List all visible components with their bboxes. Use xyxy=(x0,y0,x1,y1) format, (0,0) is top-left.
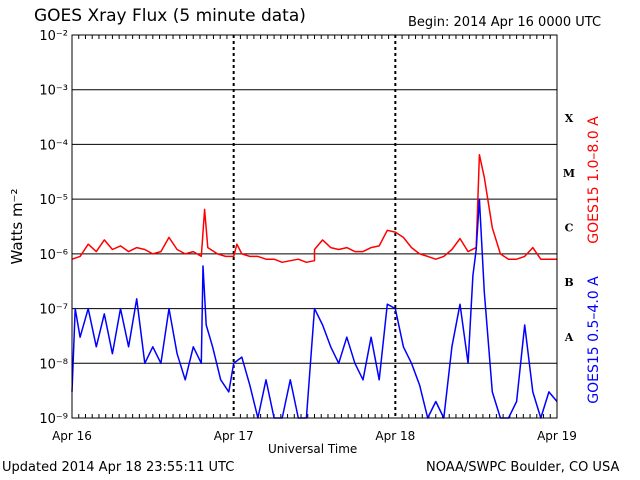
flare-class-label: C xyxy=(565,222,574,235)
y-tick-label: 10⁻⁶ xyxy=(39,248,68,263)
y-tick-label: 10⁻³ xyxy=(39,84,68,99)
y-tick-label: 10⁻⁵ xyxy=(39,193,68,208)
series-line-2 xyxy=(71,198,558,419)
y-tick-label: 10⁻⁸ xyxy=(39,357,68,372)
y-axis-title: Watts m⁻² xyxy=(8,189,26,265)
flare-class-label: A xyxy=(564,331,574,344)
y-tick-label: 10⁻² xyxy=(39,29,68,44)
x-tick-label: Apr 17 xyxy=(214,429,254,443)
legend-series-2: GOES15 0.5–4.0 A xyxy=(586,276,602,404)
flare-class-label: X xyxy=(565,112,574,125)
y-tick-label: 10⁻⁹ xyxy=(39,412,68,427)
x-tick-label: Apr 19 xyxy=(537,429,577,443)
y-tick-label: 10⁻⁴ xyxy=(39,138,68,153)
x-tick-label: Apr 18 xyxy=(375,429,415,443)
flare-class-label: B xyxy=(564,276,573,289)
x-tick-label: Apr 16 xyxy=(52,429,92,443)
series-line-1 xyxy=(71,153,557,264)
chart-title: GOES Xray Flux (5 minute data) xyxy=(34,6,306,26)
x-axis-title: Universal Time xyxy=(268,442,358,456)
y-tick-label: 10⁻⁷ xyxy=(39,303,68,318)
flare-class-label: M xyxy=(563,167,575,180)
begin-timestamp: Begin: 2014 Apr 16 0000 UTC xyxy=(408,15,602,30)
credit-label: NOAA/SWPC Boulder, CO USA xyxy=(426,460,620,475)
legend-series-1: GOES15 1.0–8.0 A xyxy=(586,116,602,244)
updated-timestamp: Updated 2014 Apr 18 23:55:11 UTC xyxy=(2,460,235,475)
plot-frame xyxy=(71,34,558,419)
